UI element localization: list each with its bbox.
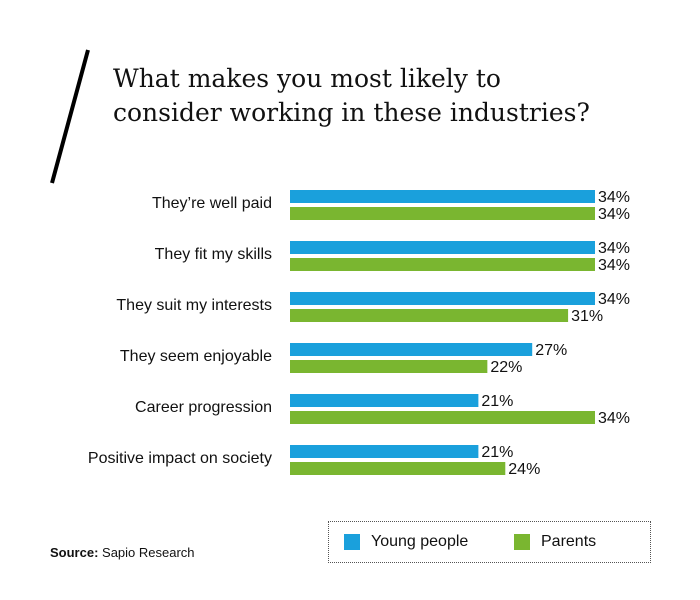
bar-young-people-they-re-well-paid xyxy=(290,190,595,203)
bar-parents-career-progression xyxy=(290,411,595,424)
bar-young-people-positive-impact-on-society xyxy=(290,445,479,458)
source-text: Sapio Research xyxy=(102,545,195,560)
bar-young-people-they-fit-my-skills xyxy=(290,241,595,254)
value-label-parents-career-progression: 34% xyxy=(598,410,630,427)
value-label-young-people-positive-impact-on-society: 21% xyxy=(481,444,513,461)
bar-parents-positive-impact-on-society xyxy=(290,462,506,475)
value-label-young-people-they-re-well-paid: 34% xyxy=(598,189,630,206)
bar-young-people-they-suit-my-interests xyxy=(290,292,595,305)
category-label-they-suit-my-interests: They suit my interests xyxy=(116,297,272,314)
value-label-young-people-they-fit-my-skills: 34% xyxy=(598,240,630,257)
category-label-they-seem-enjoyable: They seem enjoyable xyxy=(120,348,272,365)
bar-parents-they-re-well-paid xyxy=(290,207,595,220)
bar-young-people-career-progression xyxy=(290,394,479,407)
legend-item-parents: Parents xyxy=(514,522,596,562)
category-label-career-progression: Career progression xyxy=(135,399,272,416)
category-label-they-re-well-paid: They’re well paid xyxy=(152,195,272,212)
bar-young-people-they-seem-enjoyable xyxy=(290,343,533,356)
chart-legend: Young people Parents xyxy=(328,521,651,563)
source-label: Source: xyxy=(50,545,99,560)
chart-title-line-2: consider working in these industries? xyxy=(113,98,590,127)
legend-item-young-people: Young people xyxy=(344,522,468,562)
chart-title: What makes you most likely to consider w… xyxy=(113,62,673,130)
value-label-young-people-career-progression: 21% xyxy=(481,393,513,410)
value-label-parents-they-seem-enjoyable: 22% xyxy=(490,359,522,376)
value-label-young-people-they-suit-my-interests: 34% xyxy=(598,291,630,308)
bar-parents-they-seem-enjoyable xyxy=(290,360,488,373)
bar-parents-they-suit-my-interests xyxy=(290,309,569,322)
value-label-parents-positive-impact-on-society: 24% xyxy=(508,461,540,478)
legend-swatch-parents xyxy=(514,534,530,550)
category-label-positive-impact-on-society: Positive impact on society xyxy=(88,450,272,467)
legend-swatch-young-people xyxy=(344,534,360,550)
value-label-parents-they-re-well-paid: 34% xyxy=(598,206,630,223)
legend-label-parents: Parents xyxy=(541,533,597,550)
chart-title-line-1: What makes you most likely to xyxy=(113,64,501,93)
value-label-parents-they-fit-my-skills: 34% xyxy=(598,257,630,274)
source-note: Source: Sapio Research xyxy=(50,545,195,560)
value-label-young-people-they-seem-enjoyable: 27% xyxy=(535,342,567,359)
value-label-parents-they-suit-my-interests: 31% xyxy=(571,308,603,325)
category-label-they-fit-my-skills: They fit my skills xyxy=(155,246,272,263)
bar-parents-they-fit-my-skills xyxy=(290,258,595,271)
legend-label-young-people: Young people xyxy=(371,533,469,550)
